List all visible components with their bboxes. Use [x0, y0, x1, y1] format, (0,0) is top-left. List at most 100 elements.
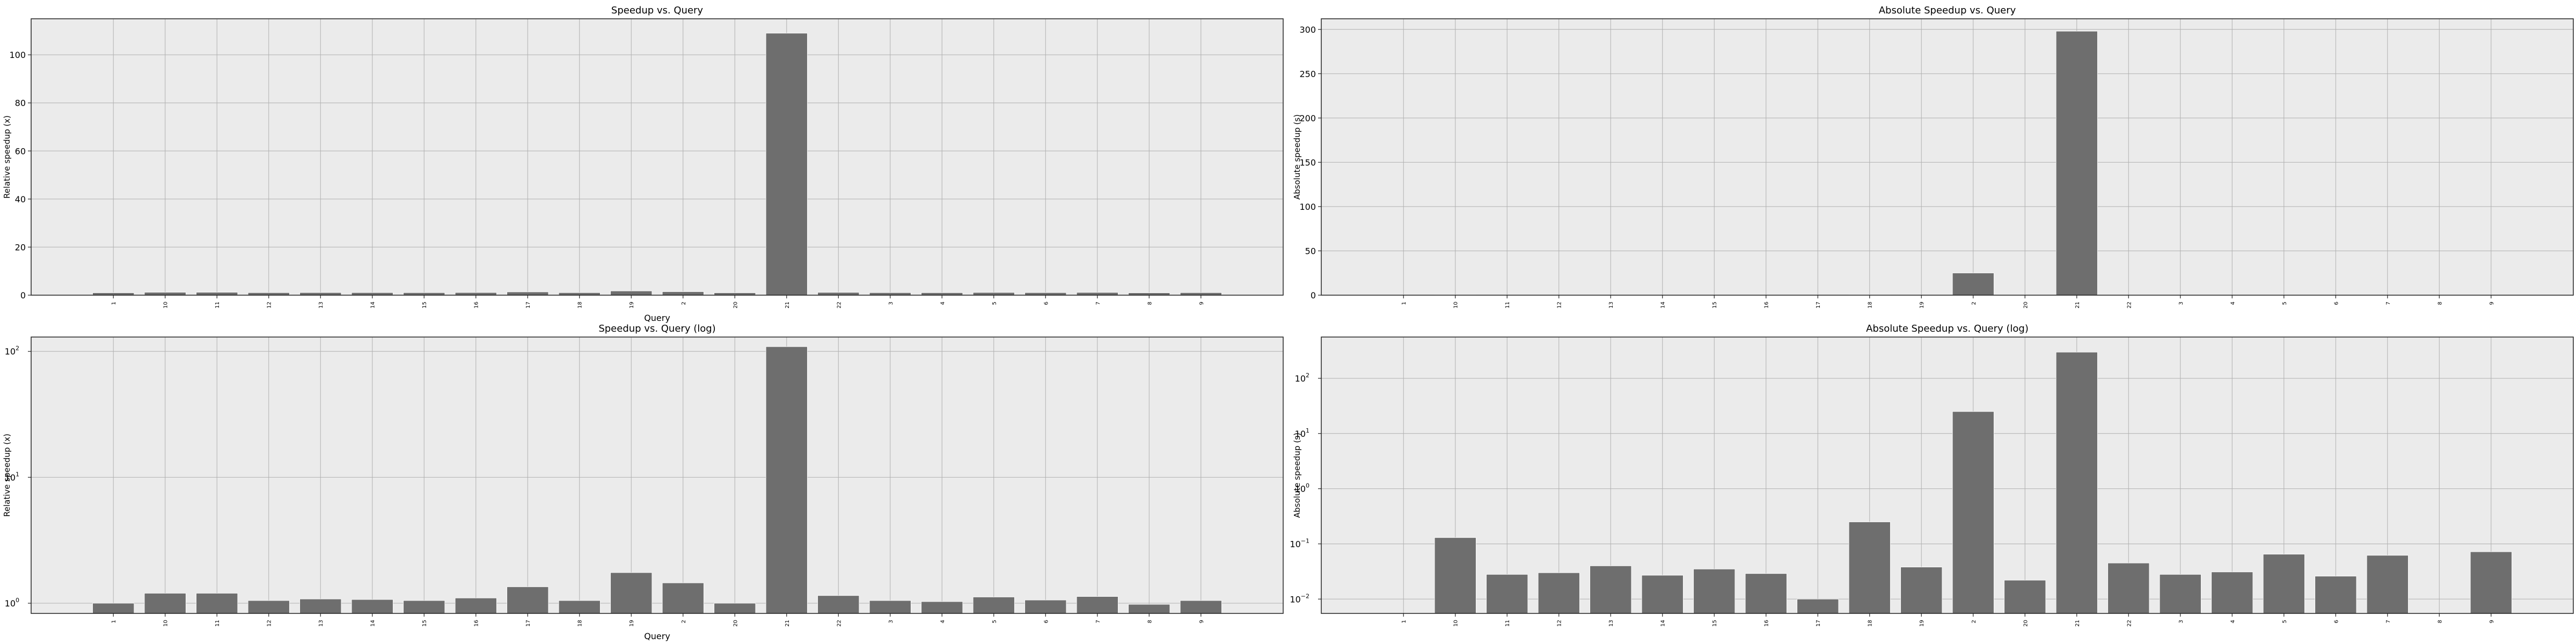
bar-query-19: [610, 572, 653, 614]
x-tick-label: 21: [785, 620, 791, 627]
y-tick-label: 250: [1299, 69, 1316, 79]
y-tick-label: 150: [1299, 157, 1316, 167]
x-tick-label: 20: [2023, 620, 2029, 627]
x-tick-label: 6: [2333, 302, 2339, 305]
x-tick-label: 11: [1505, 302, 1511, 309]
x-tick-label: 19: [629, 302, 635, 309]
bar-query-20: [714, 603, 756, 614]
x-tick-label: 7: [1095, 302, 1101, 305]
x-tick-label: 1: [1401, 302, 1407, 305]
x-tick-label: 13: [318, 302, 324, 309]
x-tick-label: 6: [1043, 620, 1049, 623]
x-tick-label: 4: [2230, 620, 2236, 623]
x-tick-label: 5: [2282, 302, 2288, 305]
bar-query-3: [869, 600, 911, 614]
x-tick-label: 12: [267, 620, 273, 627]
y-tick-label: 0: [1311, 290, 1316, 301]
x-tick-label: 19: [1919, 302, 1925, 309]
x-tick-label: 15: [422, 620, 428, 627]
bar-query-2: [1952, 411, 1994, 614]
bar-query-13: [1590, 565, 1632, 614]
bar-query-2: [1952, 273, 1994, 296]
x-tick-label: 6: [2333, 620, 2339, 623]
x-tick-label: 8: [1147, 620, 1153, 623]
x-tick-label: 20: [733, 620, 738, 627]
bar-query-5: [972, 597, 1015, 614]
bar-query-17: [1797, 598, 1839, 614]
x-tick-label: 18: [1868, 620, 1874, 627]
y-tick-label: 101: [5, 471, 19, 482]
bar-query-22: [2107, 562, 2150, 614]
x-tick-label: 2: [1971, 620, 1977, 623]
x-tick-label: 16: [474, 302, 480, 309]
bar-query-11: [1486, 574, 1528, 614]
chart-title: Speedup vs. Query (log): [598, 323, 715, 334]
bar-query-12: [247, 600, 290, 614]
y-tick-label: 10−1: [1290, 537, 1309, 549]
x-axis-label: Query: [644, 313, 670, 323]
plot-area: [1321, 19, 2573, 295]
x-tick-label: 14: [1660, 620, 1666, 627]
x-tick-label: 10: [163, 302, 169, 309]
bar-query-16: [455, 597, 497, 614]
bar-query-7: [1076, 292, 1118, 296]
x-tick-label: 10: [1453, 620, 1459, 627]
bar-query-21: [2055, 31, 2098, 296]
x-tick-label: 4: [2230, 302, 2236, 305]
x-tick-label: 3: [888, 302, 894, 305]
bar-query-1: [92, 603, 135, 614]
x-tick-label: 22: [836, 302, 842, 309]
x-tick-label: 12: [1557, 302, 1563, 309]
y-tick-label: 100: [1295, 482, 1309, 494]
x-tick-label: 18: [1868, 302, 1874, 309]
bar-query-19: [1900, 567, 1943, 614]
y-tick-label: 100: [5, 597, 19, 609]
x-tick-label: 13: [1608, 302, 1614, 309]
bar-query-10: [144, 292, 186, 296]
y-tick-label: 102: [1295, 372, 1309, 384]
y-tick-label: 102: [5, 345, 19, 357]
bar-query-16: [1745, 573, 1787, 614]
x-tick-label: 9: [2489, 620, 2495, 623]
y-axis-label: Absolute speedup (s): [1292, 433, 1302, 518]
y-tick-label: 60: [15, 146, 26, 156]
bar-query-7: [2366, 555, 2409, 614]
y-tick-label: 50: [1305, 246, 1316, 256]
bar-query-9: [1180, 600, 1222, 614]
x-tick-label: 21: [2075, 620, 2081, 627]
x-tick-label: 12: [1557, 620, 1563, 627]
chart-title: Speedup vs. Query: [611, 5, 704, 16]
y-axis-label: Relative speedup (x): [2, 115, 12, 199]
bar-query-11: [196, 292, 238, 296]
x-tick-label: 15: [1712, 620, 1718, 627]
x-tick-label: 8: [2437, 302, 2443, 305]
x-tick-label: 5: [2282, 620, 2288, 623]
x-tick-label: 22: [2126, 620, 2132, 627]
bar-query-11: [196, 593, 238, 614]
bar-query-6: [1024, 599, 1067, 614]
bar-query-10: [144, 593, 186, 614]
axes-frame: [1321, 18, 2574, 296]
x-tick-label: 18: [577, 302, 583, 309]
x-tick-label: 8: [2437, 620, 2443, 623]
y-tick-label: 0: [20, 290, 26, 301]
bar-query-5: [2263, 554, 2305, 614]
x-tick-label: 20: [2023, 302, 2029, 309]
x-tick-label: 3: [2178, 302, 2184, 305]
chart-speedup-log: 100 101 102 1 10 11 12 13 14 15 16 17 18 19 2 20 21 22 3 4 5…: [2, 323, 1284, 641]
bar-query-22: [817, 292, 860, 296]
axes-frame: [31, 336, 1284, 614]
bar-query-4: [2211, 572, 2253, 614]
x-tick-label: 16: [1764, 302, 1770, 309]
bar-query-12: [1538, 572, 1580, 614]
x-tick-label: 11: [215, 620, 221, 627]
chart-absolute-speedup: 0 50 100 150 200 250 300 1 10 11 12 13 14 15 16 17 18 19 2…: [1292, 5, 2574, 309]
x-tick-label: 7: [1095, 620, 1101, 623]
y-tick-label: 20: [15, 242, 26, 252]
x-tick-label: 16: [474, 620, 480, 627]
x-tick-label: 16: [1764, 620, 1770, 627]
y-tick-label: 100: [9, 50, 26, 60]
x-tick-label: 11: [215, 302, 221, 309]
x-tick-label: 17: [525, 302, 531, 309]
bar-query-15: [1693, 568, 1736, 614]
